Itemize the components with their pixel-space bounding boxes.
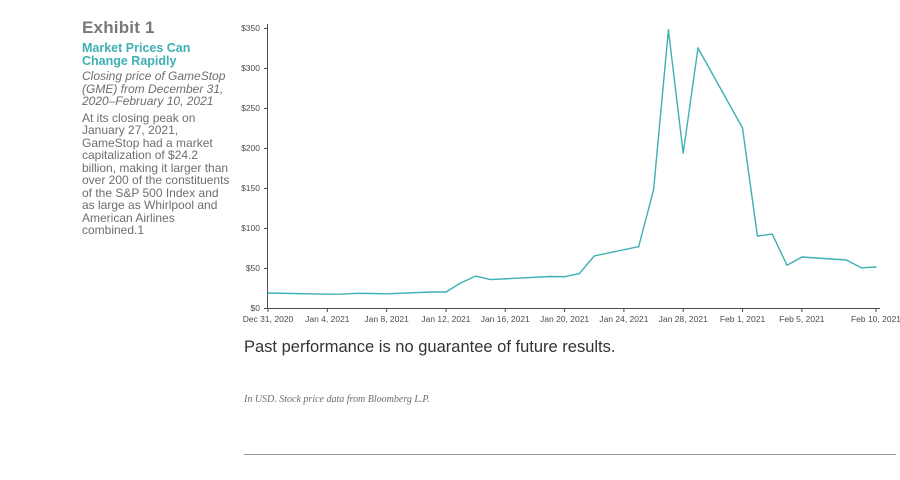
source-note: In USD. Stock price data from Bloomberg … bbox=[244, 394, 430, 405]
data-point bbox=[741, 127, 744, 129]
exhibit-label: Exhibit 1 bbox=[82, 18, 155, 37]
x-axis-ticks: Dec 31, 2020 Jan 4, 2021 Jan 8, 2021 Jan 12… bbox=[243, 308, 900, 324]
y-axis-ticks: $0 $50 $100 $150 $200 $250 $300 $350 bbox=[241, 23, 268, 313]
exhibit-title: Market Prices Can Change Rapidly bbox=[82, 41, 191, 68]
series-line bbox=[267, 29, 877, 295]
y-tick-label: $200 bbox=[241, 143, 260, 153]
data-point bbox=[385, 293, 388, 295]
x-tick-label: Jan 20, 2021 bbox=[540, 314, 589, 324]
exhibit-note: At its closing peak on January 27, 2021,… bbox=[82, 110, 230, 237]
data-point bbox=[430, 291, 432, 293]
data-point bbox=[371, 292, 373, 295]
data-point bbox=[860, 267, 862, 269]
y-tick-label: $100 bbox=[241, 223, 260, 233]
x-tick-label: Jan 24, 2021 bbox=[599, 314, 648, 324]
y-tick-label: $150 bbox=[241, 183, 260, 193]
series-group bbox=[267, 29, 877, 295]
footer-divider bbox=[244, 454, 896, 455]
x-tick-label: Jan 28, 2021 bbox=[659, 314, 708, 324]
data-point bbox=[341, 293, 343, 295]
data-point bbox=[489, 278, 492, 281]
performance-disclaimer: Past performance is no guarantee of futu… bbox=[244, 338, 616, 356]
data-point bbox=[697, 47, 699, 49]
x-tick-label: Dec 31, 2020 bbox=[243, 314, 294, 324]
data-point bbox=[875, 266, 877, 268]
y-tick-label: $50 bbox=[246, 263, 260, 273]
x-tick-label: Feb 10, 2021 bbox=[851, 314, 900, 324]
data-point bbox=[326, 293, 329, 295]
data-point bbox=[845, 259, 848, 261]
data-point bbox=[445, 291, 447, 293]
data-point bbox=[786, 264, 788, 266]
data-point bbox=[801, 256, 803, 258]
data-point bbox=[638, 245, 640, 248]
data-point bbox=[578, 272, 581, 275]
x-tick-label: Jan 12, 2021 bbox=[421, 314, 470, 324]
data-point bbox=[356, 292, 358, 295]
data-point bbox=[652, 188, 655, 191]
data-point bbox=[667, 29, 670, 31]
y-tick-label: $0 bbox=[251, 303, 261, 313]
data-point bbox=[563, 276, 566, 278]
y-tick-label: $300 bbox=[241, 63, 260, 73]
x-tick-label: Jan 8, 2021 bbox=[364, 314, 409, 324]
data-point bbox=[460, 282, 462, 284]
data-point bbox=[682, 152, 684, 154]
data-point bbox=[756, 235, 759, 237]
x-tick-label: Feb 1, 2021 bbox=[720, 314, 766, 324]
data-point bbox=[771, 233, 773, 235]
data-point bbox=[267, 292, 269, 294]
exhibit-description: Closing price of GameStop (GME) from Dec… bbox=[82, 69, 226, 108]
x-tick-label: Jan 4, 2021 bbox=[305, 314, 350, 324]
price-line-chart: $0 $50 $100 $150 $200 $250 $300 $350 Dec 31, 20… bbox=[241, 23, 900, 324]
data-point bbox=[593, 255, 595, 257]
x-tick-label: Jan 16, 2021 bbox=[481, 314, 530, 324]
y-tick-label: $350 bbox=[241, 23, 260, 33]
exhibit-sidebar: Exhibit 1 Market Prices Can Change Rapid… bbox=[82, 18, 232, 237]
x-tick-label: Feb 5, 2021 bbox=[779, 314, 825, 324]
data-point bbox=[549, 275, 551, 278]
data-point bbox=[474, 275, 477, 277]
y-tick-label: $250 bbox=[241, 103, 260, 113]
